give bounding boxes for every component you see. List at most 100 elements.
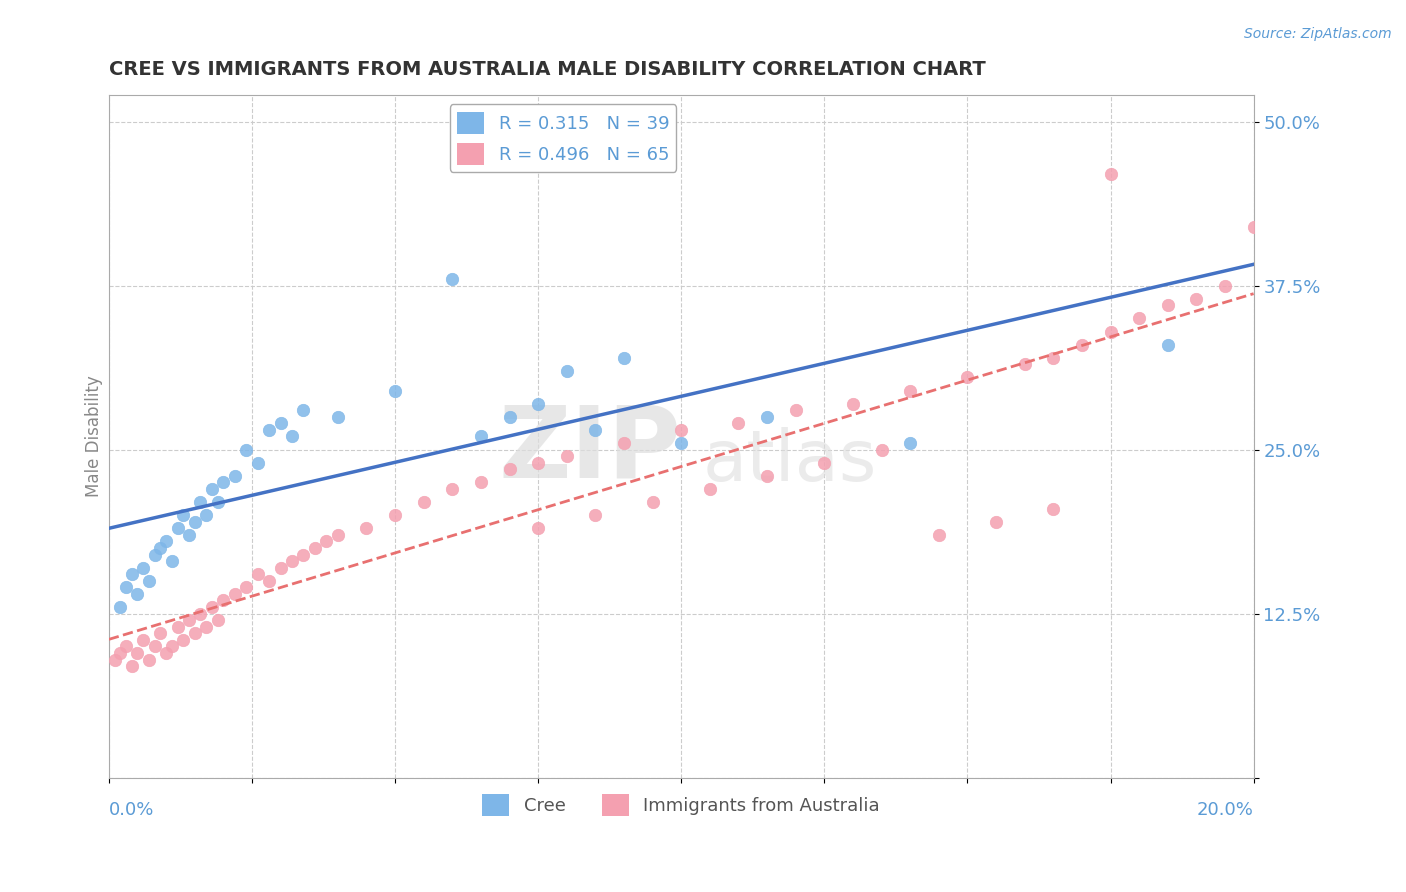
Point: [813, 456, 835, 470]
Point: [384, 508, 406, 523]
Point: [1243, 219, 1265, 234]
Text: 0.0%: 0.0%: [108, 801, 155, 819]
Point: [166, 521, 188, 535]
Point: [304, 541, 326, 555]
Point: [207, 495, 229, 509]
Point: [121, 659, 143, 673]
Point: [1014, 357, 1036, 371]
Point: [224, 468, 246, 483]
Point: [441, 482, 464, 496]
Point: [195, 508, 218, 523]
Point: [224, 587, 246, 601]
Text: ZIP: ZIP: [498, 401, 681, 499]
Point: [1099, 167, 1122, 181]
Point: [1185, 292, 1208, 306]
Point: [110, 600, 132, 615]
Point: [1213, 278, 1236, 293]
Point: [149, 541, 172, 555]
Point: [1099, 325, 1122, 339]
Point: [177, 528, 200, 542]
Point: [115, 580, 138, 594]
Point: [190, 607, 212, 621]
Point: [190, 495, 212, 509]
Point: [1042, 501, 1064, 516]
Text: CREE VS IMMIGRANTS FROM AUSTRALIA MALE DISABILITY CORRELATION CHART: CREE VS IMMIGRANTS FROM AUSTRALIA MALE D…: [108, 60, 986, 78]
Text: 20.0%: 20.0%: [1197, 801, 1254, 819]
Point: [498, 462, 520, 476]
Point: [270, 560, 292, 574]
Point: [699, 482, 721, 496]
Point: [281, 429, 304, 443]
Point: [555, 364, 578, 378]
Point: [756, 409, 779, 424]
Point: [555, 449, 578, 463]
Text: atlas: atlas: [703, 427, 877, 496]
Point: [115, 640, 138, 654]
Point: [160, 554, 183, 568]
Point: [498, 409, 520, 424]
Point: [641, 495, 664, 509]
Point: [356, 521, 378, 535]
Point: [613, 436, 636, 450]
Point: [527, 397, 550, 411]
Point: [207, 613, 229, 627]
Point: [201, 600, 224, 615]
Point: [470, 475, 492, 490]
Point: [898, 384, 921, 398]
Point: [1070, 337, 1092, 351]
Point: [183, 515, 205, 529]
Point: [1128, 311, 1150, 326]
Point: [166, 620, 188, 634]
Point: [177, 613, 200, 627]
Point: [756, 468, 779, 483]
Point: [671, 436, 693, 450]
Point: [270, 417, 292, 431]
Point: [257, 423, 280, 437]
Point: [1157, 298, 1180, 312]
Point: [110, 646, 132, 660]
Point: [132, 560, 155, 574]
Point: [138, 574, 160, 588]
Point: [441, 272, 464, 286]
Point: [195, 620, 218, 634]
Text: Source: ZipAtlas.com: Source: ZipAtlas.com: [1244, 27, 1392, 41]
Point: [143, 548, 166, 562]
Point: [727, 417, 749, 431]
Point: [292, 403, 315, 417]
Point: [870, 442, 893, 457]
Point: [127, 587, 149, 601]
Point: [785, 403, 807, 417]
Point: [281, 554, 304, 568]
Point: [315, 534, 337, 549]
Point: [326, 409, 349, 424]
Point: [127, 646, 149, 660]
Point: [470, 429, 492, 443]
Point: [155, 646, 177, 660]
Point: [583, 508, 606, 523]
Point: [671, 423, 693, 437]
Point: [103, 652, 125, 666]
Point: [138, 652, 160, 666]
Point: [172, 632, 194, 647]
Point: [235, 580, 257, 594]
Point: [384, 384, 406, 398]
Point: [201, 482, 224, 496]
Point: [155, 534, 177, 549]
Point: [842, 397, 865, 411]
Point: [160, 640, 183, 654]
Point: [1042, 351, 1064, 365]
Point: [898, 436, 921, 450]
Point: [143, 640, 166, 654]
Point: [121, 567, 143, 582]
Point: [527, 521, 550, 535]
Point: [956, 370, 979, 384]
Point: [412, 495, 434, 509]
Point: [292, 548, 315, 562]
Point: [928, 528, 950, 542]
Point: [183, 626, 205, 640]
Point: [235, 442, 257, 457]
Point: [132, 632, 155, 647]
Point: [172, 508, 194, 523]
Point: [326, 528, 349, 542]
Point: [257, 574, 280, 588]
